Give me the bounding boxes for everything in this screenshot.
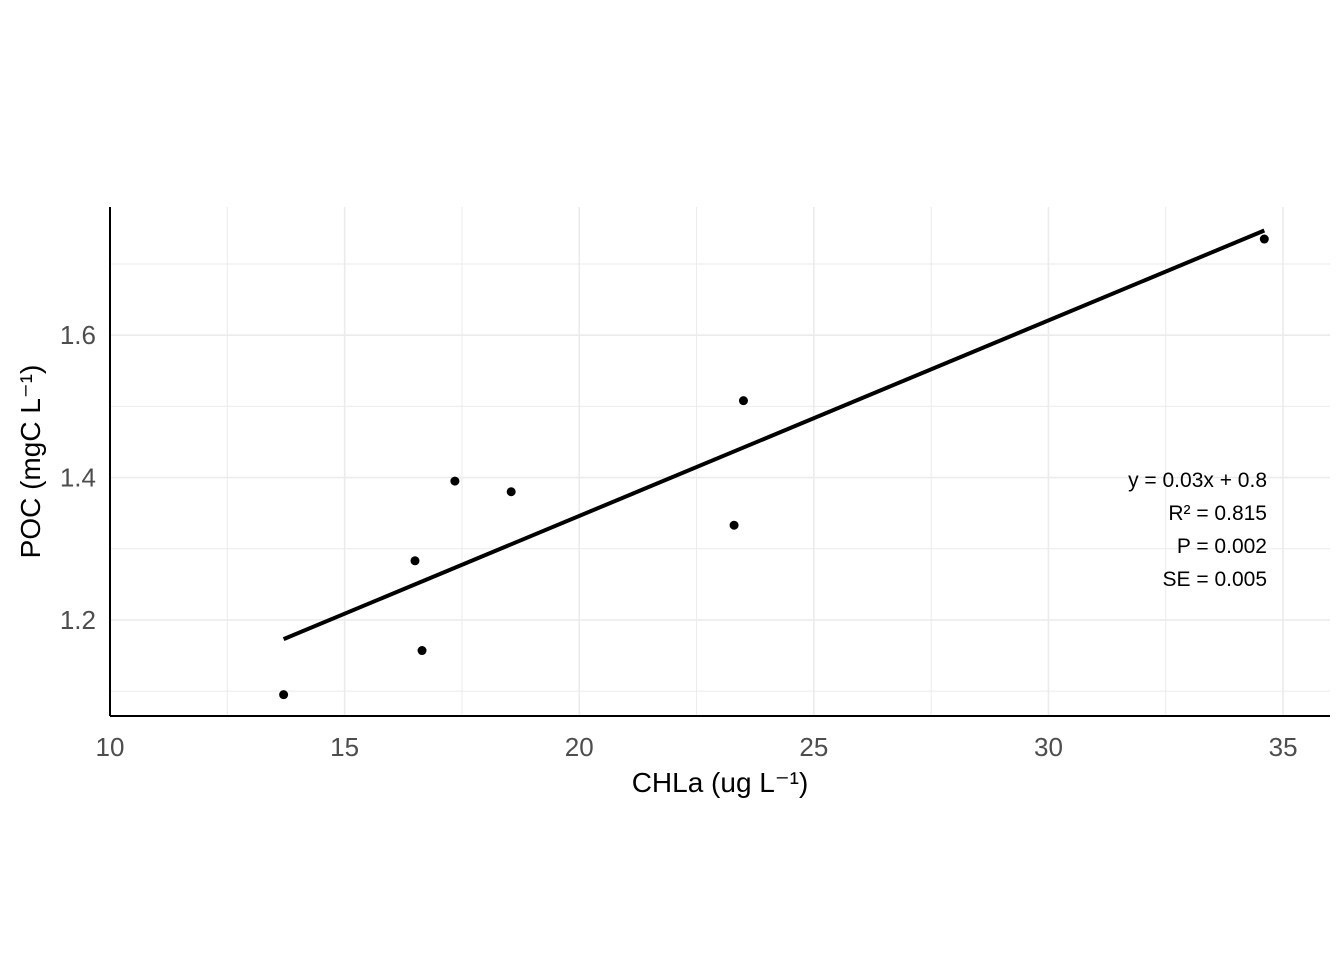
y-tick-label: 1.4 [60,463,96,493]
fit-line-layer [282,228,1266,641]
data-point [738,396,748,406]
regression-line [282,228,1266,641]
data-point [506,487,516,497]
grid-layer [109,207,1330,716]
data-point [417,646,427,656]
stats-annotation: y = 0.03x + 0.8 R² = 0.815 P = 0.002 SE = 0… [1128,469,1267,591]
stats-annotation-line: SE = 0.005 [1163,568,1268,591]
x-axis-title: CHLa (ug L⁻¹) [632,767,809,798]
data-points [279,234,1269,700]
x-tick-label: 25 [799,732,828,762]
x-tick-label: 15 [330,732,359,762]
data-point [410,556,420,566]
data-point [450,476,460,486]
data-point [1259,234,1269,244]
x-tick-label: 35 [1269,732,1298,762]
data-point [279,690,289,700]
y-axis-title: POC (mgC L⁻¹) [15,365,46,559]
stats-annotation-line: P = 0.002 [1177,535,1267,558]
y-tick-label: 1.2 [60,605,96,635]
stats-annotation-line: R² = 0.815 [1168,502,1267,525]
x-tick-label: 10 [96,732,125,762]
x-tick-label: 20 [565,732,594,762]
stats-annotation-line: y = 0.03x + 0.8 [1128,469,1267,492]
x-tick-labels: 10 15 20 25 30 35 [96,732,1298,762]
y-tick-label: 1.6 [60,320,96,350]
axis-layer [109,207,1330,717]
data-point [729,520,739,530]
x-tick-label: 30 [1034,732,1063,762]
y-tick-labels: 1.2 1.4 1.6 [60,320,96,635]
